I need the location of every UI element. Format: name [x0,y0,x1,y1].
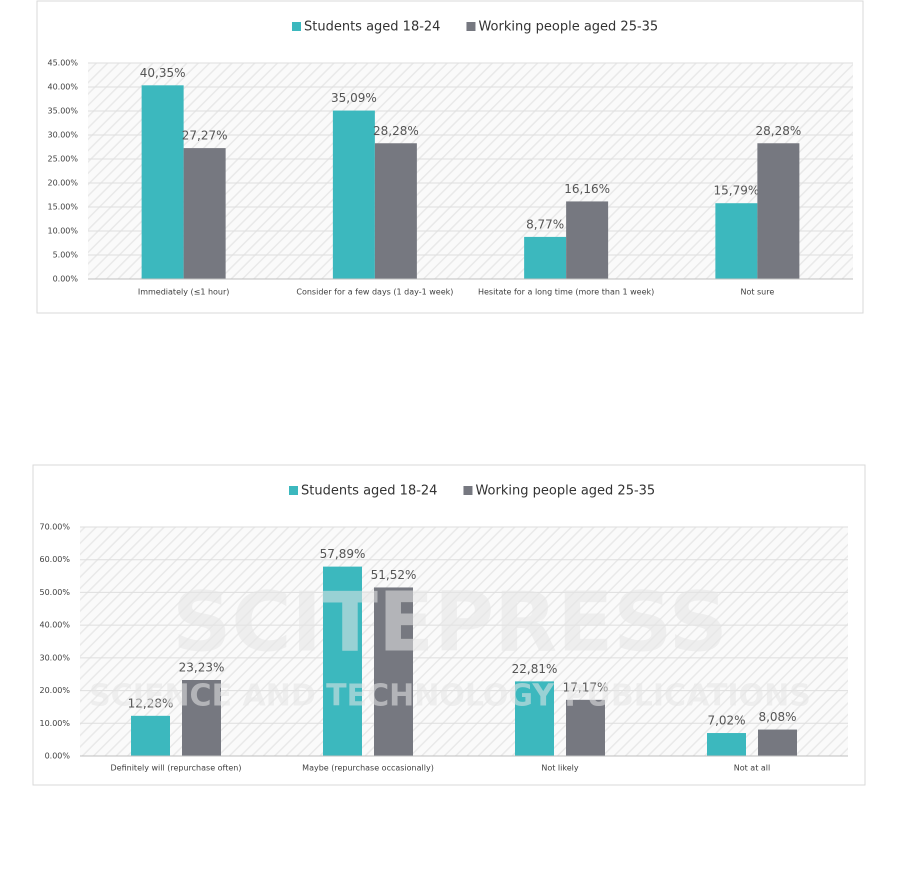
bar [707,733,746,756]
y-tick-label: 0.00% [45,752,71,761]
value-label: 15,79% [713,184,759,198]
bar [374,143,417,279]
bar [715,203,758,279]
y-tick-label: 20.00% [47,179,78,188]
value-label: 8,77% [526,217,564,231]
y-tick-label: 40.00% [47,83,78,92]
bar [566,201,609,279]
legend-swatch [466,22,476,31]
value-label: 40,35% [140,66,186,80]
bar [332,110,375,280]
x-tick-label: Not at all [734,764,771,773]
legend-label: Students aged 18-24 [301,484,437,499]
value-label: 12,28% [128,696,174,710]
bar [183,148,226,279]
legend-swatch [289,486,298,495]
y-tick-label: 15.00% [47,203,78,212]
x-tick-label: Definitely will (repurchase often) [111,764,242,773]
watermark-title: SCITEPRESS [172,575,727,670]
bar [131,715,170,756]
x-tick-label: Maybe (repurchase occasionally) [302,764,434,773]
bar [141,85,184,279]
bar [182,680,221,756]
y-tick-label: 40.00% [39,621,70,630]
value-label: 51,52% [371,568,417,582]
value-label: 57,89% [320,547,366,561]
y-tick-label: 10.00% [39,719,70,728]
legend-label: Working people aged 25-35 [475,484,655,499]
y-tick-label: 30.00% [47,131,78,140]
watermark-subtitle: SCIENCE AND TECHNOLOGY PUBLICATIONS [89,679,811,714]
legend-label: Students aged 18-24 [304,20,440,35]
value-label: 22,81% [512,662,558,676]
y-tick-label: 45.00% [47,59,78,68]
bar [757,143,800,279]
y-tick-label: 50.00% [39,588,70,597]
bar [758,729,797,756]
y-tick-label: 20.00% [39,686,70,695]
legend-swatch [292,22,301,31]
value-label: 28,28% [755,124,801,138]
y-tick-label: 60.00% [39,555,70,564]
value-label: 23,23% [179,661,225,675]
x-tick-label: Hesitate for a long time (more than 1 we… [478,288,654,297]
y-tick-label: 25.00% [47,155,78,164]
bar [524,236,567,279]
y-tick-label: 35.00% [47,107,78,116]
bar [515,681,554,756]
legend-swatch [463,486,473,495]
value-label: 27,27% [182,129,228,143]
x-tick-label: Not likely [541,764,578,773]
y-tick-label: 10.00% [47,227,78,236]
x-tick-label: Consider for a few days (1 day-1 week) [296,288,453,297]
value-label: 35,09% [331,91,377,105]
x-tick-label: Immediately (≤1 hour) [138,288,230,297]
x-tick-label: Not sure [740,288,774,297]
legend-label: Working people aged 25-35 [478,20,658,35]
bar [323,566,362,756]
value-label: 7,02% [707,714,745,728]
y-tick-label: 70.00% [39,523,70,532]
value-label: 8,08% [758,710,796,724]
y-tick-label: 5.00% [53,251,79,260]
y-tick-label: 30.00% [39,653,70,662]
value-label: 16,16% [564,182,610,196]
bar [374,587,413,756]
bar [566,699,605,756]
value-label: 28,28% [373,124,419,138]
y-tick-label: 0.00% [53,275,79,284]
value-label: 17,17% [563,680,609,694]
